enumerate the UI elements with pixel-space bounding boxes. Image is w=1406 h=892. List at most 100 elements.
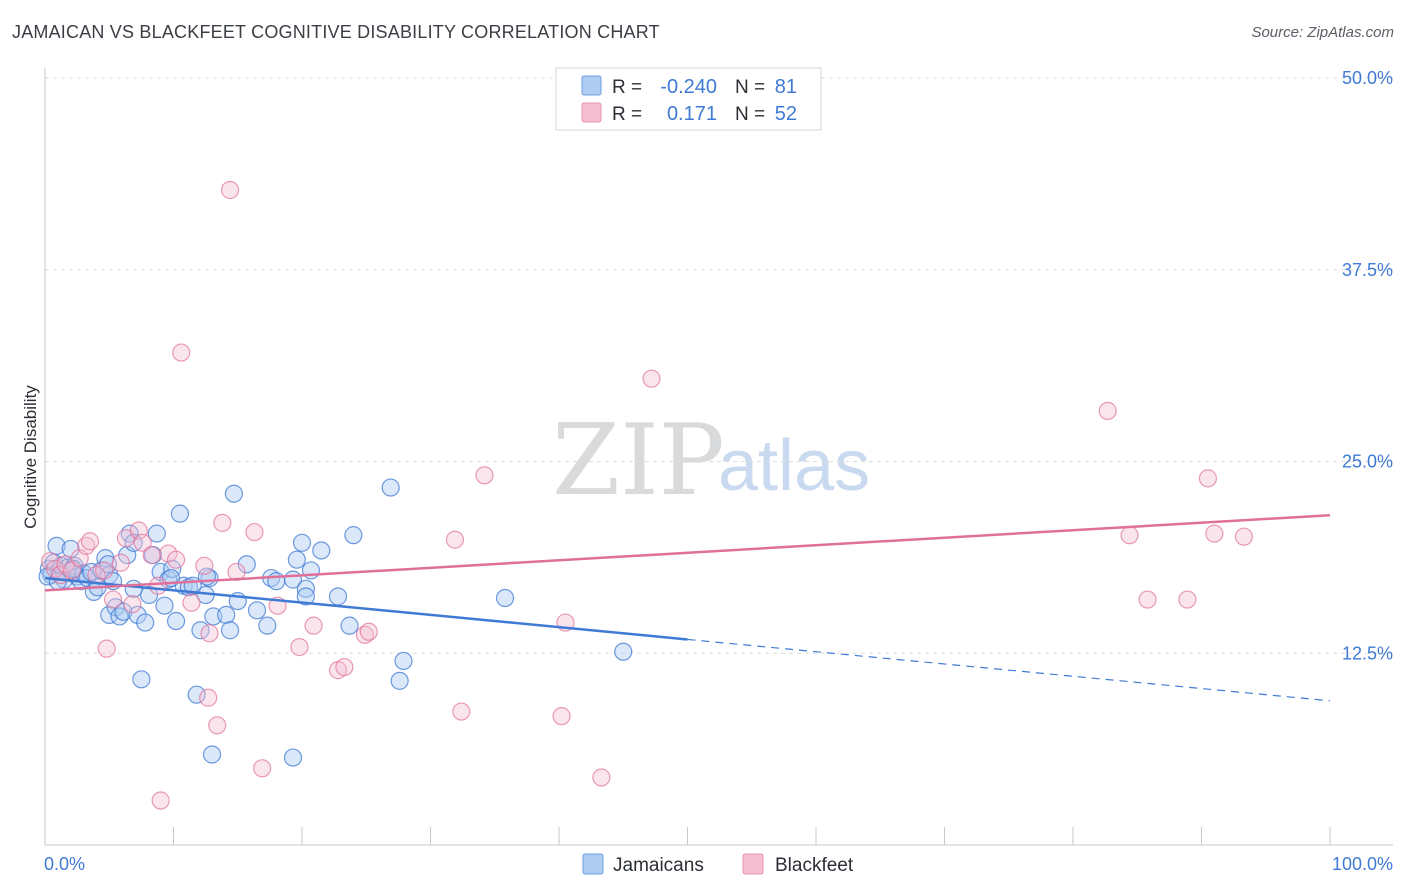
- y-tick-label: 12.5%: [1342, 643, 1393, 663]
- jamaicans-point: [217, 605, 236, 625]
- jamaicans-points: [38, 478, 633, 767]
- jamaicans-point: [312, 541, 331, 560]
- blackfeet-point: [213, 513, 232, 532]
- n-value-2: 52: [775, 103, 797, 125]
- jamaicans-point: [283, 748, 303, 767]
- x-tick-label: 0.0%: [44, 854, 85, 874]
- blackfeet-point: [552, 707, 571, 726]
- blackfeet-point: [111, 553, 130, 572]
- blackfeet-point: [592, 768, 611, 787]
- blackfeet-point: [335, 657, 354, 677]
- blackfeet-point: [200, 624, 219, 643]
- blackfeet-points: [41, 180, 1254, 810]
- jamaicans-point: [124, 579, 143, 598]
- jamaicans-point: [187, 685, 206, 704]
- jamaicans-point: [292, 533, 312, 552]
- n-label-1: N =: [735, 77, 765, 98]
- blackfeet-point: [95, 561, 114, 580]
- blackfeet-point: [227, 562, 246, 582]
- jamaicans-point: [340, 616, 359, 635]
- blackfeet-point: [208, 716, 227, 735]
- y-tick-label: 37.5%: [1342, 260, 1393, 280]
- jamaicans-point: [258, 616, 277, 635]
- blackfeet-point: [253, 759, 272, 778]
- y-tick-label: 25.0%: [1342, 452, 1393, 472]
- y-tick-label: 50.0%: [1342, 68, 1393, 88]
- jamaicans-point: [614, 642, 633, 661]
- blackfeet-point: [142, 545, 161, 565]
- blackfeet-point: [151, 791, 170, 810]
- jamaicans-point: [495, 588, 515, 608]
- blackfeet-trend-line: [44, 513, 1331, 592]
- chart-source: Source: ZipAtlas.com: [1251, 24, 1394, 41]
- blackfeet-point: [1234, 527, 1254, 546]
- watermark-atlas: atlas: [718, 426, 870, 506]
- blackfeet-point: [475, 466, 494, 485]
- blackfeet-point: [123, 595, 142, 614]
- blackfeet-swatch: [581, 102, 602, 123]
- blackfeet-point: [148, 576, 168, 595]
- trend-lines: [44, 513, 1331, 702]
- r-value-2: 0.171: [667, 103, 717, 125]
- legend-blackfeet-label: Blackfeet: [775, 855, 854, 876]
- blackfeet-point: [1198, 469, 1218, 488]
- jamaicans-point: [163, 559, 182, 578]
- jamaicans-point: [128, 605, 147, 625]
- blackfeet-point: [1205, 524, 1224, 543]
- stats-legend: R = -0.240 N = 81 R = 0.171 N = 52: [555, 67, 822, 131]
- n-value-1: 81: [775, 76, 797, 98]
- jamaicans-point: [267, 572, 286, 591]
- jamaicans-point: [132, 670, 151, 689]
- blackfeet-point: [1178, 590, 1197, 609]
- r-value-1: -0.240: [660, 76, 717, 98]
- jamaicans-point: [170, 504, 190, 523]
- x-tick-label: 100.0%: [1332, 854, 1393, 874]
- jamaicans-point: [202, 745, 222, 764]
- jamaicans-point: [237, 555, 256, 574]
- chart-title: JAMAICAN VS BLACKFEET COGNITIVE DISABILI…: [12, 22, 660, 42]
- jamaicans-point: [47, 536, 66, 555]
- jamaicans-point: [394, 651, 413, 671]
- jamaicans-point: [287, 550, 306, 569]
- blackfeet-point: [1098, 401, 1117, 420]
- jamaicans-point: [296, 579, 315, 598]
- blackfeet-point: [359, 622, 378, 641]
- blackfeet-point: [220, 180, 240, 200]
- legend-blackfeet-swatch: [742, 853, 764, 875]
- jamaicans-point: [390, 671, 409, 690]
- n-label-2: N =: [735, 104, 765, 125]
- x-tick-labels: 0.0% 100.0%: [44, 854, 1393, 874]
- blackfeet-point: [104, 590, 123, 609]
- jamaicans-point: [328, 587, 348, 606]
- blackfeet-point: [199, 688, 218, 707]
- blackfeet-point: [642, 369, 661, 388]
- jamaicans-trend-extension: [687, 638, 1331, 702]
- y-axis-title: Cognitive Disability: [21, 385, 40, 529]
- blackfeet-point: [290, 638, 309, 657]
- r-label-2: R =: [612, 104, 642, 125]
- blackfeet-point: [195, 556, 214, 575]
- jamaicans-point: [344, 526, 363, 545]
- blackfeet-point: [80, 532, 100, 551]
- blackfeet-point: [133, 533, 152, 552]
- blackfeet-point: [1120, 526, 1139, 545]
- blackfeet-point: [166, 550, 186, 569]
- legend-jamaicans-label: Jamaicans: [613, 855, 704, 876]
- jamaicans-point: [155, 596, 174, 615]
- y-tick-labels: 12.5% 25.0% 37.5% 50.0%: [1342, 68, 1393, 663]
- r-label-1: R =: [612, 77, 642, 98]
- blackfeet-point: [182, 593, 201, 612]
- legend-jamaicans-swatch: [582, 853, 604, 875]
- blackfeet-point: [445, 530, 465, 549]
- jamaicans-point: [296, 587, 315, 606]
- jamaicans-point: [166, 611, 186, 631]
- jamaicans-point: [136, 613, 155, 632]
- blackfeet-point: [245, 522, 264, 542]
- blackfeet-point: [304, 616, 323, 635]
- blackfeet-point: [452, 702, 471, 721]
- jamaicans-point: [247, 601, 267, 620]
- jamaicans-point: [147, 524, 166, 543]
- jamaicans-swatch: [581, 75, 602, 96]
- series-legend: Jamaicans Blackfeet: [582, 853, 854, 876]
